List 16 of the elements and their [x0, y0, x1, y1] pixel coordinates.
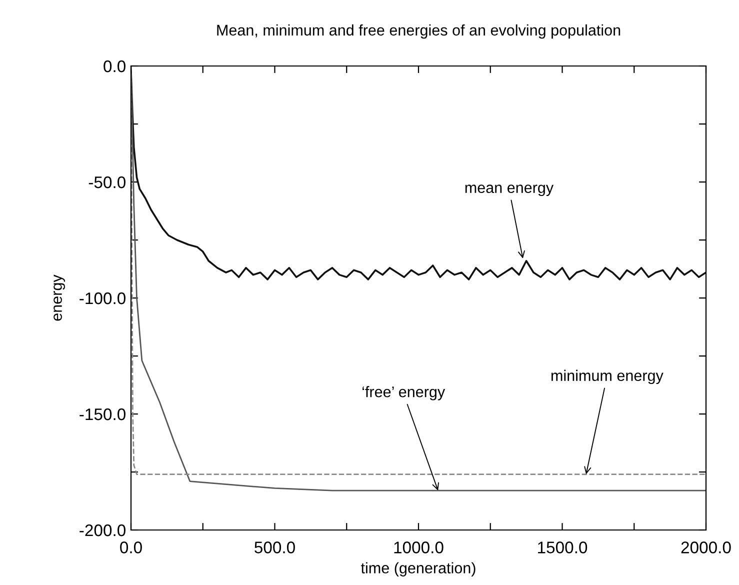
x-tick-label: 1500.0 [538, 542, 588, 554]
x-axis-title: time (generation) [360, 562, 476, 576]
x-tick-label: 500.0 [254, 542, 295, 554]
annotation: minimum energy [552, 370, 664, 384]
annotation: ‘free’ energy [362, 386, 446, 400]
y-axis-title: energy [54, 274, 65, 321]
annotation: mean energy [465, 184, 554, 196]
y-tick-label: -100.0 [80, 292, 126, 304]
x-tick-label: 2000.0 [681, 542, 731, 554]
x-tick-label: 0.0 [120, 542, 142, 554]
y-tick-label: -150.0 [80, 408, 126, 420]
x-tick-label: 1000.0 [394, 542, 444, 554]
y-tick-label: -50.0 [88, 176, 126, 188]
y-tick-label: 0.0 [104, 60, 126, 72]
y-tick-label: -200.0 [80, 524, 126, 536]
chart-title: Mean, minimum and free energies of an evolving population [217, 24, 620, 39]
